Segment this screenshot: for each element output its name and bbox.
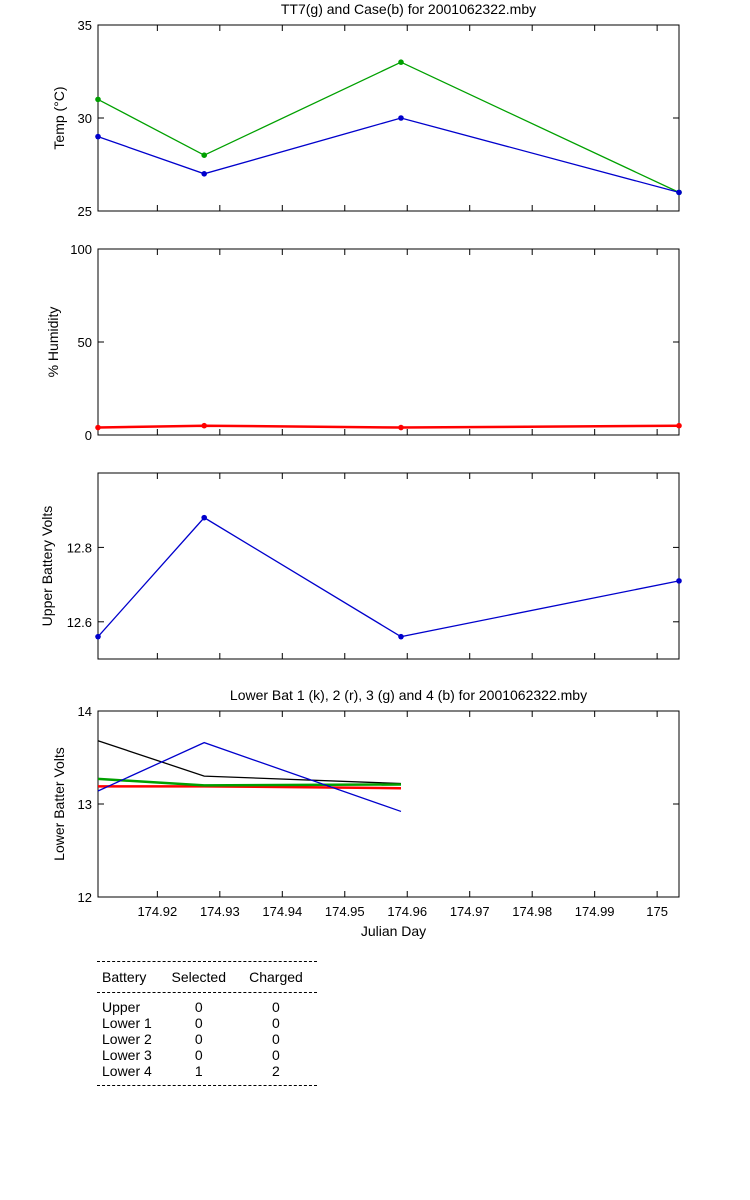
x-tick-label: 174.98	[512, 904, 552, 919]
table-row: Lower 2 0 0	[97, 1031, 317, 1047]
chart-panel-1: 25 30 35 TT7(g) and Case(b) for 2001062322.…	[51, 1, 682, 219]
cell-selected: 0	[194, 999, 203, 1015]
y-tick-label: 25	[78, 204, 92, 219]
x-tick-label: 174.92	[137, 904, 177, 919]
plot-frame	[97, 24, 680, 212]
cell-charged: 0	[272, 1047, 280, 1063]
data-point	[95, 424, 101, 431]
data-point	[95, 96, 101, 103]
data-point	[676, 422, 682, 429]
y-axis-label: % Humidity	[45, 307, 61, 378]
cell-charged: 0	[272, 999, 280, 1015]
x-tick-label: 174.97	[450, 904, 490, 919]
plot-frame	[97, 710, 680, 898]
header-charged: Charged	[249, 969, 303, 985]
series-line-1	[97, 740, 402, 785]
cell-selected: 1	[194, 1063, 203, 1079]
cell-selected: 0	[194, 1031, 203, 1047]
header-battery: Battery	[102, 969, 147, 985]
y-tick-label: 12.8	[67, 540, 92, 555]
x-tick-label: 174.95	[325, 904, 365, 919]
table-bottom-divider	[97, 1085, 317, 1086]
y-axis-label: Temp (°C)	[51, 86, 67, 149]
cell-battery: Lower 1	[102, 1015, 152, 1031]
data-point	[676, 189, 682, 196]
y-tick-label: 100	[70, 242, 92, 257]
data-point	[201, 422, 208, 429]
x-axis-label: Julian Day	[361, 923, 426, 939]
data-point	[95, 633, 101, 640]
y-tick-label: 0	[85, 428, 92, 443]
table-row: Lower 1 0 0	[97, 1015, 317, 1031]
y-tick-label: 14	[78, 704, 92, 719]
cell-battery: Lower 2	[102, 1031, 152, 1047]
series-line-3	[97, 777, 402, 787]
chart-panel-3: 12.6 12.8 Upper Battery Volts	[39, 472, 682, 660]
table-row: Lower 4 1 2	[97, 1063, 317, 1079]
series-line-2	[97, 117, 680, 194]
cell-charged: 2	[272, 1063, 280, 1079]
y-tick-label: 30	[78, 111, 92, 126]
x-tick-label: 174.93	[200, 904, 240, 919]
data-point	[398, 424, 404, 431]
y-tick-label: 50	[78, 335, 92, 350]
y-tick-label: 13	[78, 797, 92, 812]
cell-battery: Upper	[102, 999, 141, 1015]
cell-battery: Lower 4	[102, 1063, 152, 1079]
data-point	[398, 115, 404, 121]
plot-frame	[97, 472, 680, 660]
data-point	[676, 578, 682, 584]
cell-battery: Lower 3	[102, 1047, 152, 1063]
x-tick-label: 174.99	[575, 904, 615, 919]
table-row: Upper 0 0	[97, 999, 317, 1015]
cell-selected: 0	[194, 1047, 203, 1063]
table-header-divider	[97, 992, 317, 993]
data-point	[201, 152, 208, 158]
series-line-1	[97, 61, 680, 193]
data-point	[95, 133, 101, 140]
series-line-4	[97, 741, 402, 813]
cell-charged: 0	[272, 1031, 280, 1047]
y-tick-label: 12.6	[67, 615, 92, 630]
series-line-1	[97, 424, 680, 429]
chart-title: Lower Bat 1 (k), 2 (r), 3 (g) and 4 (b) …	[230, 687, 587, 703]
plot-frame	[97, 248, 680, 436]
y-tick-label: 12	[78, 890, 92, 905]
data-point	[398, 633, 404, 640]
chart-title: TT7(g) and Case(b) for 2001062322.mby	[281, 1, 536, 17]
data-point	[201, 171, 208, 177]
chart-panel-2: 0 50 100 % Humidity	[45, 242, 682, 443]
table-row: Lower 3 0 0	[97, 1047, 317, 1063]
header-selected: Selected	[171, 969, 226, 985]
chart-panel-4: 12 13 14 174.92 174.93 174.94 174.95 174.96 174.…	[51, 687, 680, 939]
battery-status-table: Battery Selected Charged Upper 0 0 Lower…	[97, 961, 317, 1086]
table-header-row: Battery Selected Charged	[97, 962, 317, 992]
table-top-divider	[97, 961, 317, 962]
data-point	[201, 514, 208, 521]
series-line-1	[97, 516, 680, 638]
series-line-2	[98, 785, 402, 790]
cell-charged: 0	[272, 1015, 280, 1031]
x-tick-label: 174.96	[387, 904, 427, 919]
cell-selected: 0	[194, 1015, 203, 1031]
y-tick-label: 35	[78, 18, 92, 33]
x-tick-label: 175	[646, 904, 668, 919]
x-tick-label: 174.94	[262, 904, 302, 919]
y-axis-label: Lower Batter Volts	[51, 747, 67, 861]
y-axis-label: Upper Battery Volts	[39, 506, 55, 627]
data-point	[398, 59, 404, 65]
